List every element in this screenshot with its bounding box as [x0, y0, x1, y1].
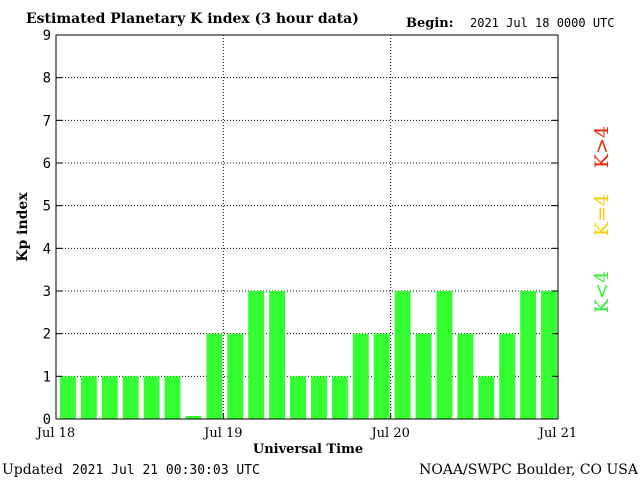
kp-bar: [373, 333, 390, 419]
begin-label: Begin:: [406, 16, 454, 31]
y-tick-label: 3: [43, 284, 51, 300]
kp-bar: [248, 291, 265, 419]
kp-bar: [122, 376, 139, 419]
legend-k-less-4: K<4: [591, 271, 613, 313]
y-tick-label: 8: [43, 71, 51, 87]
kp-bar: [499, 333, 516, 419]
kp-bar: [164, 376, 181, 419]
kp-bar: [478, 376, 495, 419]
data-source: NOAA/SWPC Boulder, CO USA: [419, 462, 639, 478]
kp-bar: [352, 333, 369, 419]
y-tick-label: 6: [43, 156, 51, 172]
kp-bar: [331, 376, 348, 419]
y-tick-label: 2: [43, 327, 51, 343]
kp-bar: [520, 291, 537, 419]
chart-title: Estimated Planetary K index (3 hour data…: [26, 11, 359, 27]
kp-bar: [227, 333, 244, 419]
kp-bar: [101, 376, 118, 419]
y-tick-label: 5: [43, 199, 51, 215]
kp-bar: [457, 333, 474, 419]
y-tick-label: 9: [43, 28, 51, 44]
kp-bar: [290, 376, 306, 419]
bar-series: [60, 291, 557, 419]
x-axis-label: Universal Time: [253, 442, 363, 457]
y-tick-label: 4: [43, 241, 51, 257]
grid-lines: [56, 35, 558, 419]
begin-value: 2021 Jul 18 0000 UTC: [470, 16, 615, 30]
legend-k-equal-4: K=4: [591, 194, 613, 236]
kp-bar: [60, 376, 76, 419]
x-axis-ticks: Jul 18 Jul 19 Jul 20 Jul 21: [35, 413, 577, 441]
y-tick-label: 0: [43, 412, 51, 428]
kp-bar: [415, 333, 432, 419]
x-tick-label: Jul 18: [35, 426, 75, 441]
kp-bar: [541, 291, 557, 419]
kp-bar: [436, 291, 453, 419]
x-tick-label: Jul 21: [537, 426, 577, 441]
y-tick-label: 1: [43, 369, 51, 385]
updated-value: 2021 Jul 21 00:30:03 UTC: [72, 463, 260, 478]
kp-bar: [185, 416, 202, 419]
kp-bar: [143, 376, 160, 419]
updated-label: Updated: [2, 462, 63, 478]
x-tick-label: Jul 20: [369, 426, 409, 441]
y-tick-label: 7: [43, 113, 51, 129]
kp-bar: [311, 376, 327, 419]
y-axis-ticks: 0 1 2 3 4 5 6 7 8 9: [43, 28, 558, 428]
plot-frame: [55, 34, 559, 420]
kp-bar: [206, 333, 223, 419]
kp-bar: [394, 291, 411, 419]
x-tick-label: Jul 19: [202, 426, 242, 441]
kp-bar: [269, 291, 286, 419]
legend-k-greater-4: K>4: [591, 126, 613, 168]
y-axis-label: Kp index: [15, 192, 31, 262]
kp-bar: [80, 376, 97, 419]
